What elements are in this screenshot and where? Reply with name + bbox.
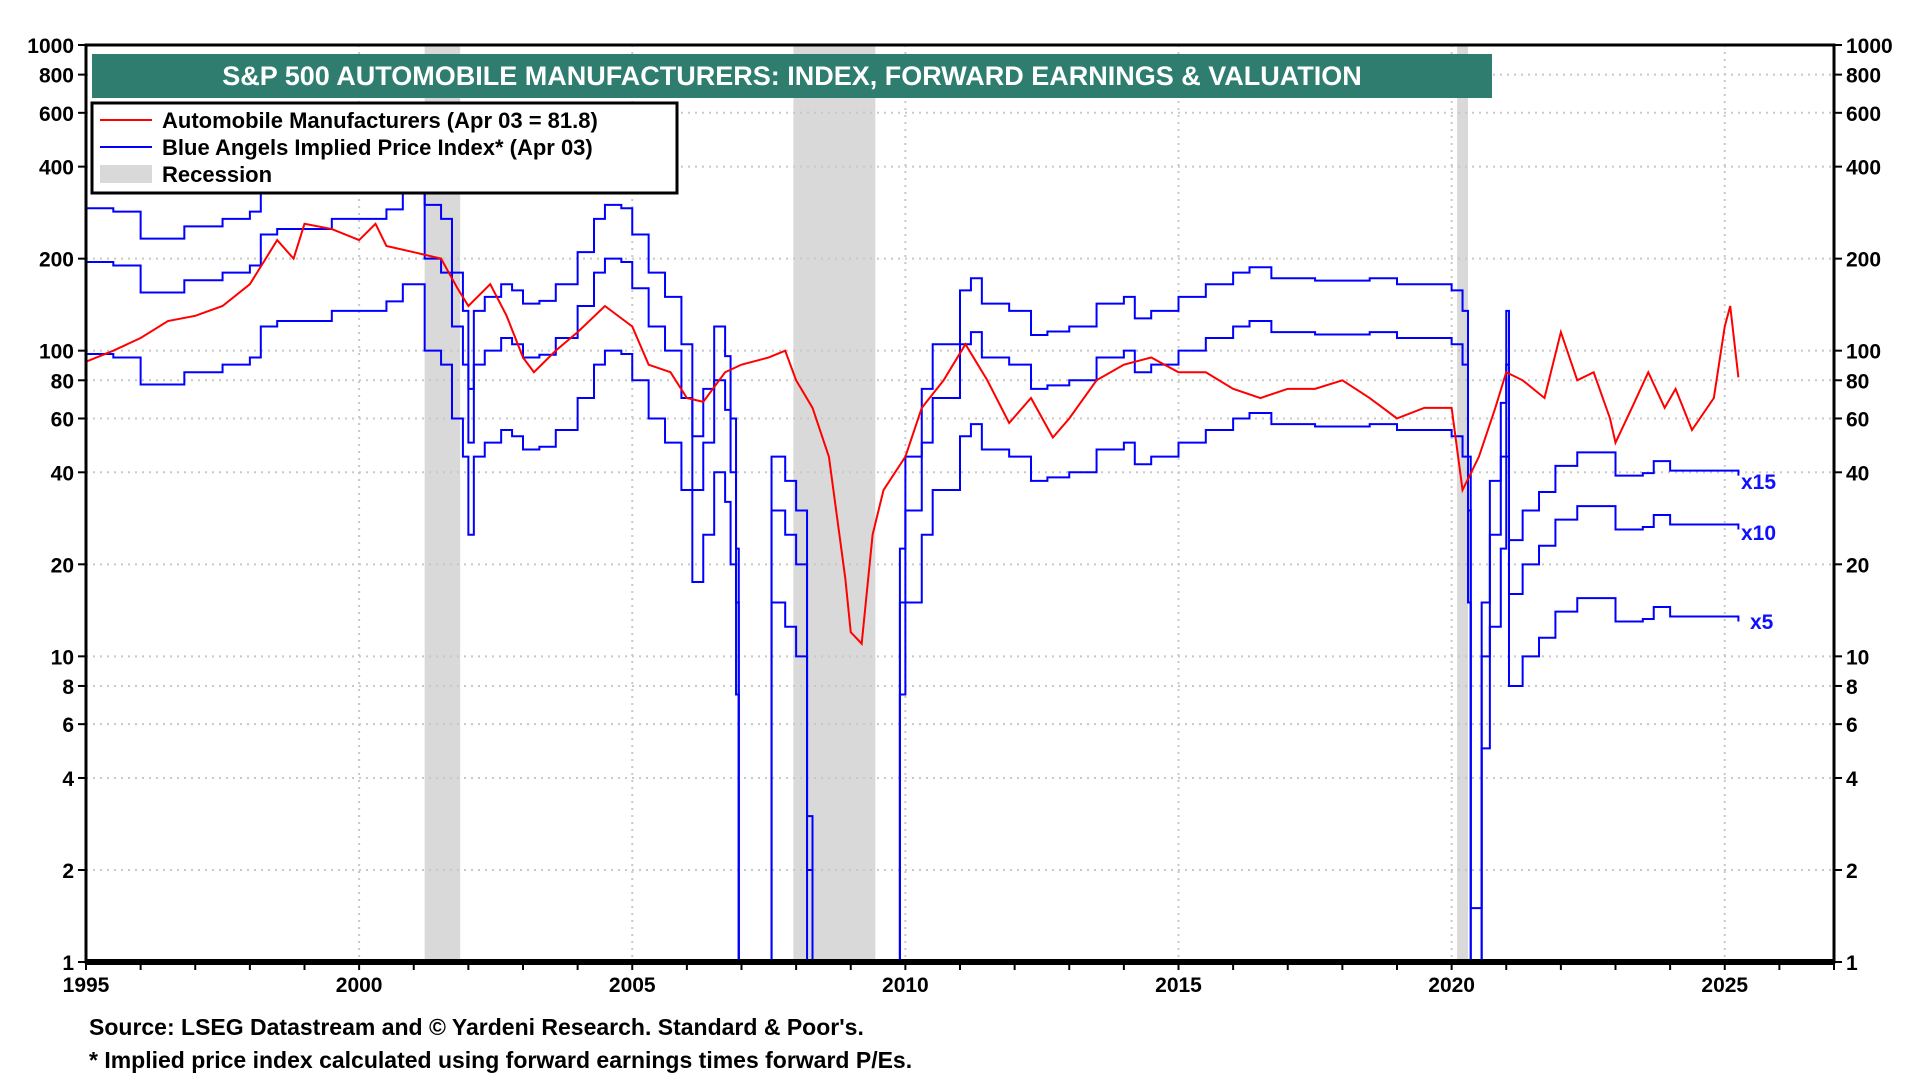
legend-label-index: Automobile Manufacturers (Apr 03 = 81.8) [162,108,598,133]
y-tick-label-right: 100 [1846,341,1881,364]
y-tick-label-right: 8 [1846,676,1858,699]
y-tick-label-left: 1000 [27,35,74,58]
x-tick-label: 2005 [609,974,656,997]
y-tick-label-left: 600 [39,103,74,126]
legend-label-recession: Recession [162,162,272,187]
y-tick-label-right: 1 [1846,952,1858,975]
y-tick-label-right: 80 [1846,370,1869,393]
y-tick-label-right: 1000 [1846,35,1893,58]
y-tick-label-right: 60 [1846,408,1869,431]
y-tick-label-left: 60 [51,408,74,431]
multiple-label-x15: x15 [1741,471,1776,494]
y-tick-label-right: 10 [1846,646,1869,669]
legend-swatch-recession [100,165,152,183]
multiple-label-x5: x5 [1750,611,1774,634]
y-tick-label-left: 1 [62,952,74,975]
chart-title: S&P 500 AUTOMOBILE MANUFACTURERS: INDEX,… [222,61,1362,91]
x-tick-label: 1995 [63,974,110,997]
y-tick-label-right: 40 [1846,462,1869,485]
y-tick-label-right: 600 [1846,103,1881,126]
implied-price-line-x10 [86,191,1740,962]
y-tick-label-right: 6 [1846,714,1858,737]
y-tick-label-right: 800 [1846,65,1881,88]
x-tick-label: 2025 [1701,974,1748,997]
y-tick-label-left: 40 [51,462,74,485]
y-tick-label-left: 8 [62,676,74,699]
legend-label-implied: Blue Angels Implied Price Index* (Apr 03… [162,135,593,160]
y-tick-label-left: 6 [62,714,74,737]
x-tick-label: 2020 [1428,974,1475,997]
y-tick-label-right: 2 [1846,860,1858,883]
footnote: * Implied price index calculated using f… [89,1047,912,1073]
y-tick-label-left: 200 [39,249,74,272]
x-tick-label: 2010 [882,974,929,997]
title-banner [92,54,1492,98]
y-tick-label-left: 800 [39,65,74,88]
recession-band [1457,45,1469,962]
y-tick-label-right: 4 [1846,768,1858,791]
gridlines [86,45,1834,962]
y-tick-label-left: 400 [39,157,74,180]
index-line-group [86,222,1740,646]
recession-band [424,45,461,962]
y-tick-label-left: 10 [51,646,74,669]
implied-price-line-x5 [86,283,1740,962]
x-tick-label: 2000 [336,974,383,997]
x-tick-label: 2015 [1155,974,1202,997]
y-tick-label-left: 100 [39,341,74,364]
y-tick-label-left: 20 [51,554,74,577]
y-tick-label-right: 200 [1846,249,1881,272]
y-tick-label-right: 400 [1846,157,1881,180]
legend: Automobile Manufacturers (Apr 03 = 81.8)… [90,101,679,195]
y-tick-label-left: 80 [51,370,74,393]
y-tick-label-left: 4 [62,768,74,791]
implied-price-lines [86,137,1740,962]
source-note: Source: LSEG Datastream and © Yardeni Re… [89,1014,864,1040]
y-tick-label-right: 20 [1846,554,1869,577]
implied-price-line-x15 [86,137,1740,962]
multiple-label-x10: x10 [1741,522,1776,545]
index-line [86,222,1740,646]
y-tick-label-left: 2 [62,860,74,883]
